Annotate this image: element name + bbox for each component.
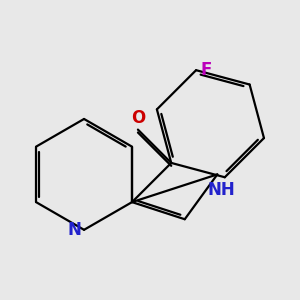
Text: NH: NH	[207, 181, 235, 199]
Text: N: N	[68, 221, 81, 239]
Text: F: F	[200, 61, 212, 79]
Text: O: O	[131, 109, 145, 127]
